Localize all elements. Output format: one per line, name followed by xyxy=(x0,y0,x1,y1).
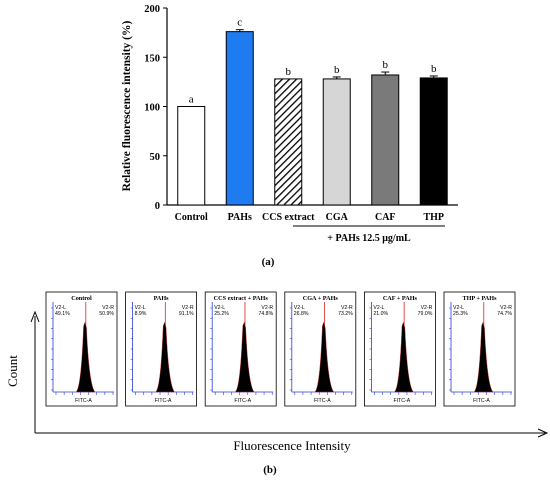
significance-letter: b xyxy=(431,63,437,75)
right-gate-percent: 74.7% xyxy=(497,311,512,317)
left-gate-percent: 25.3% xyxy=(453,311,468,317)
flow-histograms-panel-b: Count Fluorescence Intensity (b) Control… xyxy=(5,291,549,476)
y-tick-label: 100 xyxy=(144,103,160,114)
x-tick-label: CCS extract xyxy=(262,212,315,223)
hist-axis-label: FITC-A xyxy=(75,398,92,404)
histogram-title: Control xyxy=(71,295,92,302)
hist-axis-label: FITC-A xyxy=(473,398,490,404)
left-gate-name: V2-L xyxy=(214,305,225,311)
y-tick-label: 50 xyxy=(150,152,161,163)
left-gate-percent: 21.0% xyxy=(373,311,388,317)
hist-axis-label: FITC-A xyxy=(314,398,331,404)
bar-cga xyxy=(322,78,351,206)
histogram-peak xyxy=(234,321,255,393)
hist-axis-label: FITC-A xyxy=(394,398,411,404)
right-gate-name: V2-R xyxy=(182,305,194,311)
y-axis-label: Relative fluorescence intensity (%) xyxy=(121,21,133,192)
left-gate-percent: 25.2% xyxy=(214,311,229,317)
histogram-title: CCS extract + PAHs xyxy=(214,295,269,302)
hist-axis-label: FITC-A xyxy=(234,398,251,404)
histogram-5: CAF + PAHs V2-L21.0% V2-R79.0% FITC-A xyxy=(363,291,436,407)
histogram-peak xyxy=(473,321,494,393)
right-gate-name: V2-R xyxy=(261,305,273,311)
left-gate-percent: 8.9% xyxy=(135,311,147,317)
bar-caf xyxy=(371,74,400,206)
histogram-title: CAF + PAHs xyxy=(383,295,418,302)
right-gate-percent: 50.9% xyxy=(99,311,114,317)
bar-thp xyxy=(419,77,448,206)
left-gate-name: V2-L xyxy=(135,305,146,311)
significance-letter: b xyxy=(334,64,340,76)
right-gate-percent: 73.2% xyxy=(338,311,353,317)
bar-chart-panel-a: Relative fluorescence intensity (%) 0 50 1… xyxy=(121,4,458,268)
hist-axis-label: FITC-A xyxy=(155,398,172,404)
count-axis-label: Count xyxy=(5,355,20,387)
panel-b-container: Count Fluorescence Intensity (b) Control… xyxy=(0,278,550,480)
y-tick-label: 200 xyxy=(144,4,160,15)
right-gate-percent: 79.0% xyxy=(418,311,433,317)
x-tick-label: CAF xyxy=(375,212,396,223)
histogram-2: PAHs V2-L8.9% V2-R91.1% FITC-A xyxy=(125,291,197,407)
left-gate-name: V2-L xyxy=(453,305,464,311)
bar-control xyxy=(177,106,206,206)
histogram-title: THP + PAHs xyxy=(462,295,497,302)
left-gate-percent: 26.8% xyxy=(294,311,309,317)
group-label: + PAHs 12.5 μg/mL xyxy=(327,233,411,244)
right-gate-percent: 74.8% xyxy=(258,311,273,317)
y-tick-label: 0 xyxy=(155,201,160,212)
x-tick-label: Control xyxy=(175,212,208,223)
histogram-peak xyxy=(155,321,176,393)
significance-letter: b xyxy=(383,59,389,71)
significance-letter: c xyxy=(237,17,242,29)
x-tick-label: PAHs xyxy=(228,212,252,223)
count-axis-arrow xyxy=(30,310,40,323)
histogram-peak xyxy=(314,321,335,393)
histogram-1: Control V2-L49.1% V2-R50.9% FITC-A xyxy=(45,291,118,407)
histogram-6: THP + PAHs V2-L25.3% V2-R74.7% FITC-A xyxy=(443,291,516,407)
right-gate-percent: 91.1% xyxy=(179,311,194,317)
intensity-axis-arrow xyxy=(537,428,549,438)
left-gate-name: V2-L xyxy=(294,305,305,311)
right-gate-name: V2-R xyxy=(341,305,353,311)
histogram-peak xyxy=(393,321,414,393)
bar-pahs xyxy=(225,31,254,206)
histogram-title: PAHs xyxy=(154,295,170,302)
histogram-3: CCS extract + PAHs V2-L25.2% V2-R74.8% FITC… xyxy=(204,291,277,407)
left-gate-name: V2-L xyxy=(373,305,384,311)
significance-letter: a xyxy=(189,94,194,106)
bar-ccs-extract xyxy=(274,78,303,206)
left-gate-percent: 49.1% xyxy=(55,311,70,317)
y-tick-label: 150 xyxy=(144,53,160,64)
intensity-axis-label: Fluorescence Intensity xyxy=(233,438,351,453)
panel-label-b: (b) xyxy=(263,464,277,476)
histogram-title: CGA + PAHs xyxy=(303,295,339,302)
x-tick-label: THP xyxy=(423,212,444,223)
histogram-frame xyxy=(284,291,357,407)
x-tick-label: CGA xyxy=(326,212,349,223)
panel-label-a: (a) xyxy=(262,256,275,268)
histogram-4: CGA + PAHs V2-L26.8% V2-R73.2% FITC-A xyxy=(284,291,357,407)
right-gate-name: V2-R xyxy=(102,305,114,311)
right-gate-name: V2-R xyxy=(500,305,512,311)
right-gate-name: V2-R xyxy=(421,305,433,311)
left-gate-name: V2-L xyxy=(55,305,66,311)
significance-letter: b xyxy=(286,66,292,78)
histogram-peak xyxy=(75,321,96,393)
